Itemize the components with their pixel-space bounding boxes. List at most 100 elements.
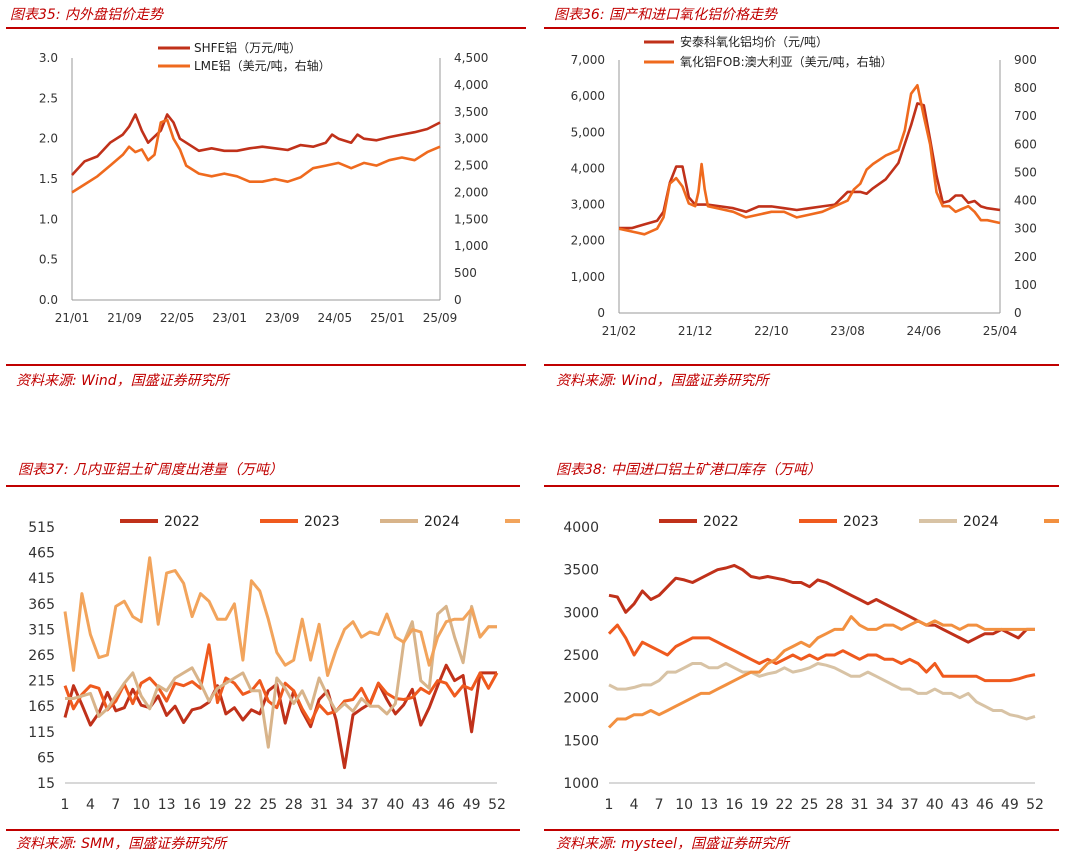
series-line-2 <box>618 84 1001 236</box>
x-tick-label: 24/06 <box>907 324 942 338</box>
y-tick-label-left: 2.5 <box>39 91 58 105</box>
x-tick-label: 25/04 <box>983 324 1018 338</box>
y-tick-label-right: 700 <box>1014 109 1037 123</box>
x-tick-label: 31 <box>851 797 869 813</box>
y-tick-label-right: 2,500 <box>454 159 488 173</box>
legend-label: 2024 <box>424 514 460 530</box>
x-tick-label: 34 <box>876 797 894 813</box>
x-tick-label: 23/08 <box>830 324 865 338</box>
x-tick-label: 28 <box>826 797 844 813</box>
series-line-2025 <box>63 556 497 677</box>
x-tick-label: 7 <box>655 797 664 813</box>
legend-label: 2023 <box>843 514 879 530</box>
y-tick-label-left: 0 <box>597 306 605 320</box>
x-tick-label: 52 <box>488 797 506 813</box>
x-tick-label: 21/12 <box>678 324 713 338</box>
y-tick-label-left: 6,000 <box>571 89 605 103</box>
x-tick-label: 7 <box>111 797 120 813</box>
chart-37-svg: 15 65 115 165 215 265 315 365 415 465 515 1 4 7 10 13 16… <box>28 514 520 813</box>
x-tick-label: 19 <box>750 797 768 813</box>
y-tick-label: 4000 <box>563 520 599 536</box>
y-tick-label: 2000 <box>563 691 599 707</box>
x-tick-label: 40 <box>926 797 944 813</box>
y-tick-label: 115 <box>28 725 55 741</box>
legend-label: LME铝（美元/吨，右轴） <box>194 58 331 73</box>
x-tick-label: 34 <box>336 797 354 813</box>
series-line-2022 <box>608 563 1035 644</box>
y-tick-label-left: 2.0 <box>39 132 58 146</box>
x-tick-label: 25/01 <box>370 311 405 325</box>
y-tick-label-right: 200 <box>1014 250 1037 264</box>
x-tick-label: 16 <box>725 797 743 813</box>
y-tick-label-right: 0 <box>1014 306 1022 320</box>
legend-label: 2022 <box>164 514 200 530</box>
panel-chart-37: 图表37: 几内亚铝土矿周度出港量（万吨） 15 65 115 165 215 265 31… <box>0 455 520 857</box>
y-tick-label-left: 2,000 <box>571 234 605 248</box>
y-tick-label-left: 1.0 <box>39 212 58 226</box>
series-line-2 <box>71 118 441 194</box>
x-tick-label: 21/09 <box>107 311 142 325</box>
x-tick-label: 22/10 <box>754 324 789 338</box>
y-tick-label-left: 7,000 <box>571 53 605 67</box>
x-tick-label: 10 <box>132 797 150 813</box>
y-tick-label-left: 1.5 <box>39 172 58 186</box>
x-tick-label: 46 <box>976 797 994 813</box>
x-tick-label: 13 <box>158 797 176 813</box>
y-tick-label: 65 <box>37 750 55 766</box>
series-line-1 <box>619 102 1001 230</box>
x-tick-label: 49 <box>463 797 481 813</box>
x-tick-label: 22 <box>775 797 793 813</box>
y-tick-label-left: 3,000 <box>571 198 605 212</box>
y-tick-label-left: 0.0 <box>39 293 58 307</box>
y-tick-label-right: 600 <box>1014 137 1037 151</box>
chart-38-svg: 1000 1500 2000 2500 3000 3500 4000 1 4 7 10 13 16 19 2… <box>563 514 1059 813</box>
x-tick-label: 25 <box>259 797 277 813</box>
x-tick-label: 23/09 <box>265 311 300 325</box>
y-tick-label: 515 <box>28 520 55 536</box>
chart-source: 资料来源: Wind，国盛证券研究所 <box>16 373 229 389</box>
chart-source: 资料来源: SMM，国盛证券研究所 <box>16 836 227 852</box>
y-tick-label-left: 3.0 <box>39 51 58 65</box>
x-tick-label: 24/05 <box>318 311 353 325</box>
y-tick-label: 215 <box>28 674 55 690</box>
y-tick-label: 415 <box>28 571 55 587</box>
y-tick-label: 1000 <box>563 776 599 792</box>
series-line-2025 <box>607 615 1035 729</box>
y-tick-label: 3500 <box>563 563 599 579</box>
x-tick-label: 16 <box>183 797 201 813</box>
y-tick-label: 15 <box>37 776 55 792</box>
y-tick-label-left: 1,000 <box>571 270 605 284</box>
y-tick-label-right: 900 <box>1014 53 1037 67</box>
x-tick-label: 4 <box>630 797 639 813</box>
source-rule <box>544 829 1059 831</box>
source-rule <box>6 829 520 831</box>
y-tick-label-right: 1,000 <box>454 239 488 253</box>
source-rule <box>6 364 526 366</box>
y-tick-label: 2500 <box>563 648 599 664</box>
y-tick-label-right: 3,000 <box>454 132 488 146</box>
x-tick-label: 25/09 <box>423 311 458 325</box>
x-tick-label: 52 <box>1026 797 1044 813</box>
legend-label: SHFE铝（万元/吨） <box>194 40 301 55</box>
x-tick-label: 37 <box>361 797 379 813</box>
title-rule <box>544 27 1059 29</box>
chart-title: 图表38: 中国进口铝土矿港口库存（万吨） <box>556 462 821 478</box>
chart-source: 资料来源: mysteel，国盛证券研究所 <box>556 836 789 852</box>
y-tick-label-right: 500 <box>454 266 477 280</box>
source-rule <box>544 364 1059 366</box>
y-tick-label-left: 5,000 <box>571 125 605 139</box>
x-tick-label: 22/05 <box>160 311 195 325</box>
x-tick-label: 40 <box>386 797 404 813</box>
y-tick-label: 265 <box>28 648 55 664</box>
x-tick-label: 10 <box>675 797 693 813</box>
y-tick-label-right: 1,500 <box>454 212 488 226</box>
title-rule <box>544 485 1059 487</box>
x-tick-label: 1 <box>605 797 614 813</box>
y-tick-label-right: 0 <box>454 293 462 307</box>
chart-35-svg: 0.0 0.5 1.0 1.5 2.0 2.5 3.0 0 500 1,000 1,500 2,000… <box>39 40 488 325</box>
x-tick-label: 37 <box>901 797 919 813</box>
y-tick-label: 465 <box>28 546 55 562</box>
panel-chart-35: 图表35: 内外盘铝价走势 0.0 0.5 1.0 1.5 2.0 2.5 3.0 0 500 1… <box>0 0 526 400</box>
series-line-1 <box>71 113 441 176</box>
x-tick-label: 25 <box>801 797 819 813</box>
